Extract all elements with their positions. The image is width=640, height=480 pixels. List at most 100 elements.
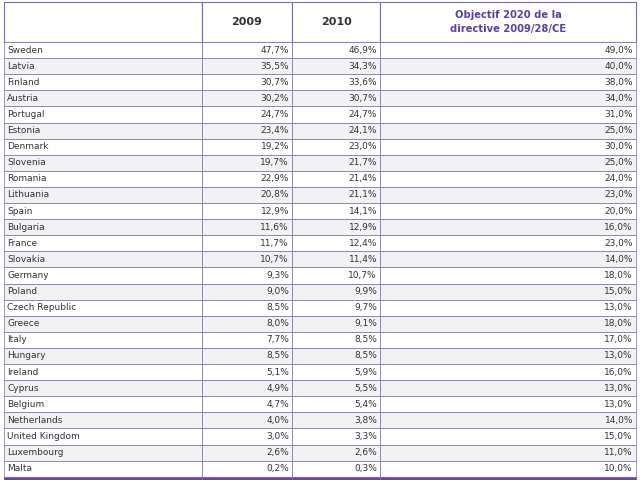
Bar: [4, 444, 202, 461]
Text: 4,7%: 4,7%: [266, 400, 289, 409]
Bar: [4, 235, 202, 252]
Text: 2009: 2009: [232, 17, 262, 27]
Bar: [202, 58, 292, 74]
Text: 9,3%: 9,3%: [266, 271, 289, 280]
Bar: [380, 477, 636, 480]
Bar: [380, 316, 636, 332]
Bar: [4, 477, 202, 480]
Bar: [292, 348, 380, 364]
Bar: [202, 155, 292, 171]
Bar: [380, 364, 636, 380]
Text: Netherlands: Netherlands: [7, 416, 62, 425]
Text: 34,0%: 34,0%: [605, 94, 633, 103]
Bar: [4, 74, 202, 90]
Bar: [4, 219, 202, 235]
Text: 13,0%: 13,0%: [604, 351, 633, 360]
Text: Latvia: Latvia: [7, 61, 35, 71]
Text: Cyprus: Cyprus: [7, 384, 38, 393]
Text: Lithuania: Lithuania: [7, 191, 49, 200]
Text: 24,7%: 24,7%: [260, 110, 289, 119]
Bar: [380, 42, 636, 58]
Text: Finland: Finland: [7, 78, 40, 87]
Bar: [4, 267, 202, 284]
Bar: [4, 2, 202, 42]
Text: 15,0%: 15,0%: [604, 432, 633, 441]
Text: 2,6%: 2,6%: [266, 448, 289, 457]
Text: Belgium: Belgium: [7, 400, 44, 409]
Bar: [202, 461, 292, 477]
Bar: [4, 348, 202, 364]
Text: 10,7%: 10,7%: [260, 255, 289, 264]
Bar: [292, 171, 380, 187]
Bar: [202, 412, 292, 429]
Text: 14,1%: 14,1%: [349, 206, 377, 216]
Bar: [292, 58, 380, 74]
Bar: [202, 252, 292, 267]
Bar: [202, 429, 292, 444]
Bar: [380, 252, 636, 267]
Text: 38,0%: 38,0%: [604, 78, 633, 87]
Text: 12,4%: 12,4%: [349, 239, 377, 248]
Bar: [380, 300, 636, 316]
Text: 49,0%: 49,0%: [605, 46, 633, 55]
Bar: [202, 187, 292, 203]
Text: 17,0%: 17,0%: [604, 336, 633, 344]
Bar: [380, 155, 636, 171]
Bar: [4, 412, 202, 429]
Bar: [4, 203, 202, 219]
Text: 35,5%: 35,5%: [260, 61, 289, 71]
Bar: [202, 396, 292, 412]
Bar: [4, 90, 202, 107]
Text: 3,0%: 3,0%: [266, 432, 289, 441]
Text: 13,0%: 13,0%: [604, 384, 633, 393]
Bar: [292, 155, 380, 171]
Text: 13,0%: 13,0%: [604, 303, 633, 312]
Text: 21,4%: 21,4%: [349, 174, 377, 183]
Text: 11,6%: 11,6%: [260, 223, 289, 232]
Bar: [292, 364, 380, 380]
Text: Hungary: Hungary: [7, 351, 45, 360]
Bar: [4, 171, 202, 187]
Bar: [202, 219, 292, 235]
Bar: [202, 42, 292, 58]
Text: Sweden: Sweden: [7, 46, 43, 55]
Bar: [4, 380, 202, 396]
Text: 7,7%: 7,7%: [266, 336, 289, 344]
Bar: [4, 364, 202, 380]
Text: Italy: Italy: [7, 336, 27, 344]
Bar: [292, 396, 380, 412]
Text: France: France: [7, 239, 37, 248]
Text: 13,0%: 13,0%: [604, 400, 633, 409]
Text: 46,9%: 46,9%: [349, 46, 377, 55]
Text: 16,0%: 16,0%: [604, 223, 633, 232]
Text: 11,4%: 11,4%: [349, 255, 377, 264]
Text: United Kingdom: United Kingdom: [7, 432, 80, 441]
Text: 10,7%: 10,7%: [348, 271, 377, 280]
Text: 40,0%: 40,0%: [605, 61, 633, 71]
Text: 4,0%: 4,0%: [266, 416, 289, 425]
Bar: [380, 284, 636, 300]
Text: Estonia: Estonia: [7, 126, 40, 135]
Bar: [202, 139, 292, 155]
Bar: [292, 219, 380, 235]
Bar: [202, 332, 292, 348]
Bar: [4, 155, 202, 171]
Text: 2010: 2010: [321, 17, 351, 27]
Bar: [380, 219, 636, 235]
Text: 8,5%: 8,5%: [354, 351, 377, 360]
Text: 24,1%: 24,1%: [349, 126, 377, 135]
Text: 23,0%: 23,0%: [605, 239, 633, 248]
Bar: [202, 364, 292, 380]
Bar: [202, 2, 292, 42]
Text: 19,2%: 19,2%: [260, 142, 289, 151]
Text: 12,9%: 12,9%: [349, 223, 377, 232]
Bar: [4, 300, 202, 316]
Text: 8,5%: 8,5%: [266, 351, 289, 360]
Text: 5,1%: 5,1%: [266, 368, 289, 376]
Bar: [292, 42, 380, 58]
Bar: [380, 187, 636, 203]
Bar: [292, 284, 380, 300]
Bar: [202, 122, 292, 139]
Bar: [292, 74, 380, 90]
Bar: [292, 316, 380, 332]
